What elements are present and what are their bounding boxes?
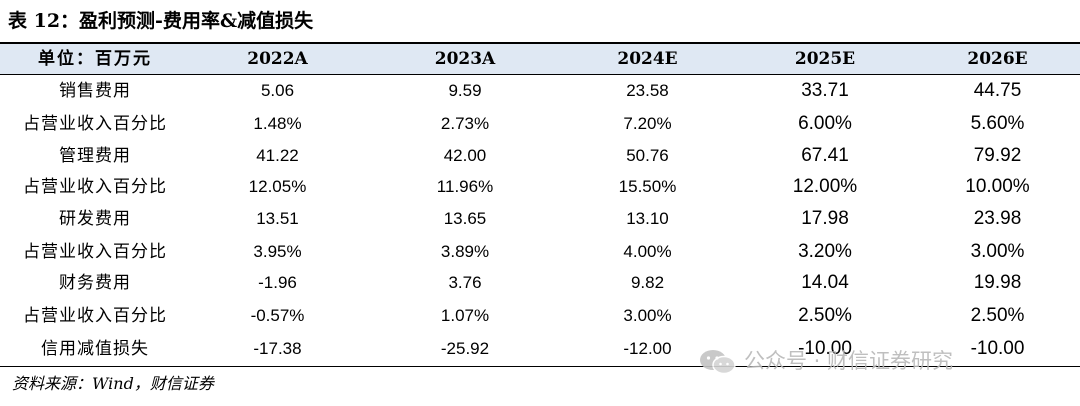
row-label: 财务费用 [59, 273, 131, 293]
table-cell: 11.96% [436, 177, 494, 196]
row-label: 占营业收入百分比 [23, 114, 167, 134]
table-cell: 3.00% [970, 241, 1025, 262]
table-row: 财务费用 -1.96 3.76 9.82 14.04 19.98 [0, 267, 1080, 299]
table-title: 表 12：盈利预测-费用率&减值损失 [8, 10, 314, 32]
table-cell: 23.58 [626, 81, 669, 100]
table-cell: 2.50% [798, 305, 852, 326]
header-unit: 单位：百万元 [38, 49, 152, 69]
table-row: 研发费用 13.51 13.65 13.10 17.98 23.98 [0, 203, 1080, 235]
table-cell: 13.51 [256, 209, 299, 228]
table-cell: -1.96 [258, 273, 297, 292]
table-cell: 33.71 [801, 80, 849, 101]
row-label: 销售费用 [59, 81, 131, 101]
table-cell: 19.98 [973, 272, 1022, 293]
table-cell: 3.89% [440, 242, 490, 261]
table-cell: 12.05% [248, 177, 307, 196]
table-cell: 2.73% [440, 114, 490, 133]
table-cell: 15.50% [618, 177, 677, 196]
table-row: 占营业收入百分比 1.48% 2.73% 7.20% 6.00% 5.60% [0, 108, 1080, 140]
header-2022a: 2022A [247, 49, 308, 69]
table-cell: 5.60% [970, 113, 1025, 134]
row-label: 信用减值损失 [41, 339, 149, 359]
table-cell: -10.00 [798, 338, 852, 359]
table-cell: 1.48% [253, 114, 302, 133]
header-2024e: 2024E [617, 49, 678, 69]
table-row: 管理费用 41.22 42.00 50.76 67.41 79.92 [0, 140, 1080, 172]
header-2026e: 2026E [967, 49, 1028, 69]
table-cell: -25.92 [440, 339, 490, 358]
table-top-rule [0, 42, 1080, 44]
table-cell: 7.20% [623, 114, 672, 133]
table-cell: 2.50% [970, 305, 1025, 326]
table-row: 信用减值损失 -17.38 -25.92 -12.00 -10.00 -10.0… [0, 333, 1080, 365]
table-cell: 44.75 [973, 80, 1022, 101]
table-cell: 13.10 [626, 209, 669, 228]
table-cell: -12.00 [623, 339, 672, 358]
row-label: 占营业收入百分比 [23, 242, 167, 262]
table-cell: 79.92 [973, 145, 1022, 166]
row-label: 占营业收入百分比 [23, 177, 167, 197]
table-cell: -10.00 [970, 338, 1025, 359]
table-cell: 10.00% [965, 176, 1030, 197]
table-cell: 17.98 [801, 208, 849, 229]
watermark-text: 公众号 · 财信证券研究 [744, 349, 954, 373]
row-label: 管理费用 [59, 146, 131, 166]
table-cell: 13.65 [443, 209, 487, 228]
table-cell: 67.41 [801, 145, 849, 166]
table-cell: -0.57% [250, 306, 305, 325]
table-cell: 9.82 [630, 273, 665, 292]
source-note: 资料来源：Wind，财信证券 [12, 374, 214, 393]
table-row: 占营业收入百分比 3.95% 3.89% 4.00% 3.20% 3.00% [0, 236, 1080, 268]
table-cell: 42.00 [443, 146, 487, 165]
table-cell: 3.95% [253, 242, 302, 261]
table-row: 占营业收入百分比 12.05% 11.96% 15.50% 12.00% 10.… [0, 171, 1080, 203]
row-label: 占营业收入百分比 [23, 306, 167, 326]
table-cell: 23.98 [973, 208, 1022, 229]
table-cell: 4.00% [623, 242, 672, 261]
watermark: 公众号 · 财信证券研究 [698, 343, 953, 379]
header-2023a: 2023A [434, 49, 496, 69]
table-bottom-rule [0, 366, 1080, 367]
table-cell: 9.59 [448, 81, 482, 100]
table-cell: 3.20% [798, 241, 852, 262]
table-cell: 6.00% [798, 113, 852, 134]
table-header-row: 单位：百万元 2022A 2023A 2024E 2025E 2026E [0, 44, 1080, 74]
table-cell: 50.76 [626, 146, 669, 165]
table-cell: 14.04 [801, 272, 849, 293]
table-row: 销售费用 5.06 9.59 23.58 33.71 44.75 [0, 75, 1080, 107]
table-cell: 3.76 [448, 273, 482, 292]
table-row: 占营业收入百分比 -0.57% 1.07% 3.00% 2.50% 2.50% [0, 300, 1080, 332]
table-header-rule [0, 74, 1080, 75]
table-cell: -17.38 [253, 339, 302, 358]
table-cell: 12.00% [792, 176, 858, 197]
header-2025e: 2025E [794, 49, 856, 69]
table-cell: 41.22 [256, 146, 299, 165]
table-cell: 1.07% [440, 306, 490, 325]
wechat-icon [700, 350, 736, 375]
table-cell: 3.00% [623, 306, 672, 325]
table-cell: 5.06 [260, 81, 295, 100]
row-label: 研发费用 [59, 209, 131, 229]
